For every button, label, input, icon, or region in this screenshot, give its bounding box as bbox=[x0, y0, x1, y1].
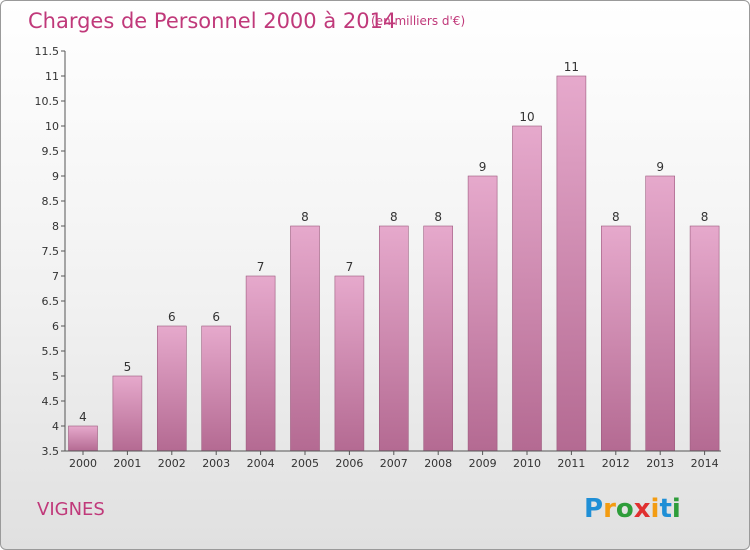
y-tick-label: 5.5 bbox=[42, 345, 60, 358]
bar-value-label: 8 bbox=[301, 210, 309, 224]
bars: 4 5 6 6 7 8 7 8 8 9 10 11 8 9 8 bbox=[68, 60, 720, 452]
bar bbox=[467, 175, 498, 452]
bar-value-label: 6 bbox=[212, 310, 220, 324]
chart-title: Charges de Personnel 2000 à 2014 bbox=[28, 9, 396, 33]
x-tick-label: 2014 bbox=[691, 457, 719, 470]
x-tick-label: 2009 bbox=[469, 457, 497, 470]
x-tick-label: 2012 bbox=[602, 457, 630, 470]
y-tick-label: 9.5 bbox=[42, 145, 60, 158]
bar-value-label: 11 bbox=[564, 60, 579, 74]
bar bbox=[378, 225, 409, 452]
y-tick-label: 7.5 bbox=[42, 245, 60, 258]
y-tick-label: 10 bbox=[45, 120, 59, 133]
bar-value-label: 7 bbox=[346, 260, 354, 274]
x-tick-label: 2010 bbox=[513, 457, 541, 470]
x-tick-label: 2001 bbox=[113, 457, 141, 470]
x-tick-label: 2007 bbox=[380, 457, 408, 470]
bar bbox=[68, 425, 98, 452]
y-tick-label: 11 bbox=[45, 70, 59, 83]
y-tick-label: 11.5 bbox=[35, 45, 60, 58]
bar bbox=[157, 325, 187, 452]
bar-value-label: 8 bbox=[612, 210, 620, 224]
y-tick-label: 8 bbox=[52, 220, 59, 233]
bar-value-label: 8 bbox=[390, 210, 398, 224]
bar bbox=[645, 175, 676, 452]
x-tick-label: 2002 bbox=[158, 457, 186, 470]
x-tick-label: 2004 bbox=[247, 457, 275, 470]
logo-letter: o bbox=[616, 494, 634, 524]
logo-letter: P bbox=[584, 494, 603, 524]
y-tick-label: 9 bbox=[52, 170, 59, 183]
bar bbox=[556, 75, 587, 452]
y-tick-label: 3.5 bbox=[42, 445, 60, 458]
y-tick-label: 10.5 bbox=[35, 95, 60, 108]
bar bbox=[334, 275, 365, 452]
logo-letter: i bbox=[651, 494, 660, 524]
y-tick-label: 6 bbox=[52, 320, 59, 333]
logo-letter: r bbox=[603, 494, 616, 524]
y-tick-label: 5 bbox=[52, 370, 59, 383]
bar bbox=[600, 225, 631, 452]
x-axis: 2000 2001 2002 2003 2004 2005 2006 2007 2008 2009… bbox=[65, 450, 721, 470]
bar bbox=[112, 375, 143, 452]
bar bbox=[689, 225, 720, 452]
y-tick-label: 4.5 bbox=[42, 395, 60, 408]
bar-value-label: 9 bbox=[656, 160, 664, 174]
x-tick-label: 2003 bbox=[202, 457, 230, 470]
y-axis: 3.5 4 4.5 5 5.5 6 6.5 7 7.5 8 8.5 9 9.5 10 10.5 11 11.5 bbox=[35, 45, 66, 458]
logo-letter: t bbox=[659, 494, 671, 524]
x-tick-label: 2005 bbox=[291, 457, 319, 470]
bar-value-label: 8 bbox=[434, 210, 442, 224]
bar bbox=[423, 225, 454, 452]
y-tick-label: 8.5 bbox=[42, 195, 60, 208]
bar-value-label: 9 bbox=[479, 160, 487, 174]
x-tick-label: 2006 bbox=[335, 457, 363, 470]
proxiti-logo: Proxiti bbox=[584, 494, 681, 524]
logo-letter: x bbox=[634, 494, 651, 524]
bar bbox=[201, 325, 231, 452]
bar bbox=[512, 125, 542, 452]
x-tick-label: 2013 bbox=[646, 457, 674, 470]
x-tick-label: 2000 bbox=[69, 457, 97, 470]
logo-letter: i bbox=[672, 494, 681, 524]
bar-value-label: 4 bbox=[79, 410, 87, 424]
y-tick-label: 4 bbox=[52, 420, 59, 433]
bar-value-label: 8 bbox=[701, 210, 709, 224]
bar-value-label: 7 bbox=[257, 260, 265, 274]
x-tick-label: 2008 bbox=[424, 457, 452, 470]
bar-value-label: 5 bbox=[124, 360, 132, 374]
bar bbox=[245, 275, 276, 452]
x-tick-label: 2011 bbox=[557, 457, 585, 470]
y-tick-label: 6.5 bbox=[42, 295, 60, 308]
bar bbox=[290, 225, 320, 452]
chart-subtitle: (en milliers d'€) bbox=[371, 14, 465, 28]
bar-value-label: 10 bbox=[519, 110, 534, 124]
bar-value-label: 6 bbox=[168, 310, 176, 324]
commune-name: VIGNES bbox=[37, 499, 105, 520]
y-tick-label: 7 bbox=[52, 270, 59, 283]
